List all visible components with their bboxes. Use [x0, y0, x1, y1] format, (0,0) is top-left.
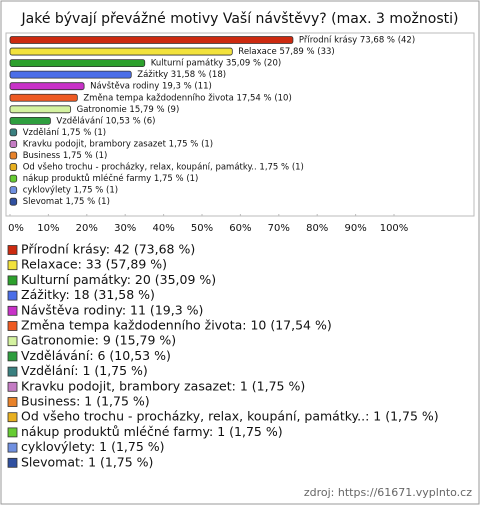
bar-label: Od všeho trochu - procházky, relax, koup…	[23, 162, 304, 173]
legend-label: Vzdělávání: 6 (10,53 %)	[21, 348, 171, 363]
legend-swatch	[7, 457, 18, 468]
bar	[9, 93, 78, 102]
legend-swatch	[7, 442, 18, 453]
bar	[9, 186, 18, 195]
legend-label: Slevomat: 1 (1,75 %)	[21, 454, 153, 469]
legend-label: Gatronomie: 9 (15,79 %)	[21, 333, 176, 348]
bar-label: Gatronomie 15,79 % (9)	[77, 105, 180, 115]
legend-swatch	[7, 260, 18, 271]
legend-swatch	[7, 427, 18, 438]
bar	[9, 105, 72, 114]
bar	[9, 70, 132, 79]
bar	[9, 36, 294, 44]
bar	[9, 151, 18, 160]
bar	[9, 47, 233, 56]
legend-label: Návštěva rodiny: 11 (19,3 %)	[21, 302, 203, 317]
x-tick-label: 40%	[152, 223, 174, 234]
bar	[9, 163, 18, 171]
bar-label: Vzdělávání 10,53 % (6)	[56, 116, 155, 126]
x-tick-label: 10%	[37, 223, 59, 234]
legend-swatch	[7, 366, 18, 377]
legend-label: Zážitky: 18 (31,58 %)	[21, 287, 155, 302]
x-tick-label: 20%	[76, 223, 98, 234]
legend-swatch	[7, 305, 18, 316]
bar-label: Zážitky 31,58 % (18)	[137, 70, 226, 80]
legend-swatch	[7, 336, 18, 347]
x-tick-label: 90%	[344, 223, 366, 234]
bar-label: Slevomat 1,75 % (1)	[23, 197, 110, 207]
bar-label: Business 1,75 % (1)	[23, 151, 108, 161]
bar	[9, 82, 85, 91]
bar	[9, 140, 18, 148]
bar-label: Změna tempa každodenního života 17,54 % …	[83, 93, 291, 103]
legend-label: Přírodní krásy: 42 (73,68 %)	[21, 242, 195, 257]
x-tick-label: 60%	[229, 223, 251, 234]
legend-swatch	[7, 321, 18, 331]
legend-label: cyklovýlety: 1 (1,75 %)	[21, 439, 165, 454]
legend-label: Business: 1 (1,75 %)	[21, 394, 150, 409]
legend-label: nákup produktů mléčné farmy: 1 (1,75 %)	[21, 424, 283, 439]
bar	[9, 174, 18, 183]
chart-title: Jaké bývají převážné motivy Vaší návštěv…	[21, 11, 459, 27]
legend-swatch	[7, 397, 18, 407]
legend-swatch	[7, 245, 18, 255]
x-tick-label: 100%	[380, 223, 409, 234]
legend-label: Kravku podojit, brambory zasazet: 1 (1,7…	[21, 378, 305, 393]
legend-swatch	[7, 290, 18, 301]
bar-label: Přírodní krásy 73,68 % (42)	[299, 36, 415, 46]
legend-label: Změna tempa každodenního života: 10 (17,…	[21, 318, 332, 333]
bar-label: Kravku podojit, brambory zasazet 1,75 % …	[23, 139, 213, 149]
legend-swatch	[7, 381, 18, 392]
legend-swatch	[7, 412, 18, 423]
x-tick-label: 80%	[306, 223, 328, 234]
x-tick-label: 30%	[114, 223, 136, 234]
x-tick-label: 70%	[268, 223, 290, 234]
x-tick-label: 0%	[8, 223, 24, 234]
legend-label: Vzdělání: 1 (1,75 %)	[21, 363, 148, 378]
bar-label: Návštěva rodiny 19,3 % (11)	[90, 81, 212, 92]
x-tick-label: 50%	[191, 223, 213, 234]
bar-label: Kulturní památky 35,09 % (20)	[151, 59, 281, 69]
bar-label: Vzdělání 1,75 % (1)	[23, 128, 106, 138]
legend-swatch	[7, 275, 18, 286]
legend-label: Relaxace: 33 (57,89 %)	[21, 257, 167, 272]
bar	[9, 128, 18, 137]
bar	[9, 116, 51, 125]
bar	[9, 59, 146, 67]
legend-label: Od všeho trochu - procházky, relax, koup…	[21, 409, 439, 424]
legend-swatch	[7, 351, 18, 362]
legend-label: Kulturní památky: 20 (35,09 %)	[21, 272, 216, 287]
bar-label: Relaxace 57,89 % (33)	[238, 47, 334, 57]
source: zdroj: https://61671.vyplnto.cz	[304, 486, 472, 499]
bar-label: nákup produktů mléčné farmy 1,75 % (1)	[23, 173, 199, 184]
bar	[9, 197, 18, 206]
bar-label: cyklovýlety 1,75 % (1)	[23, 186, 118, 196]
